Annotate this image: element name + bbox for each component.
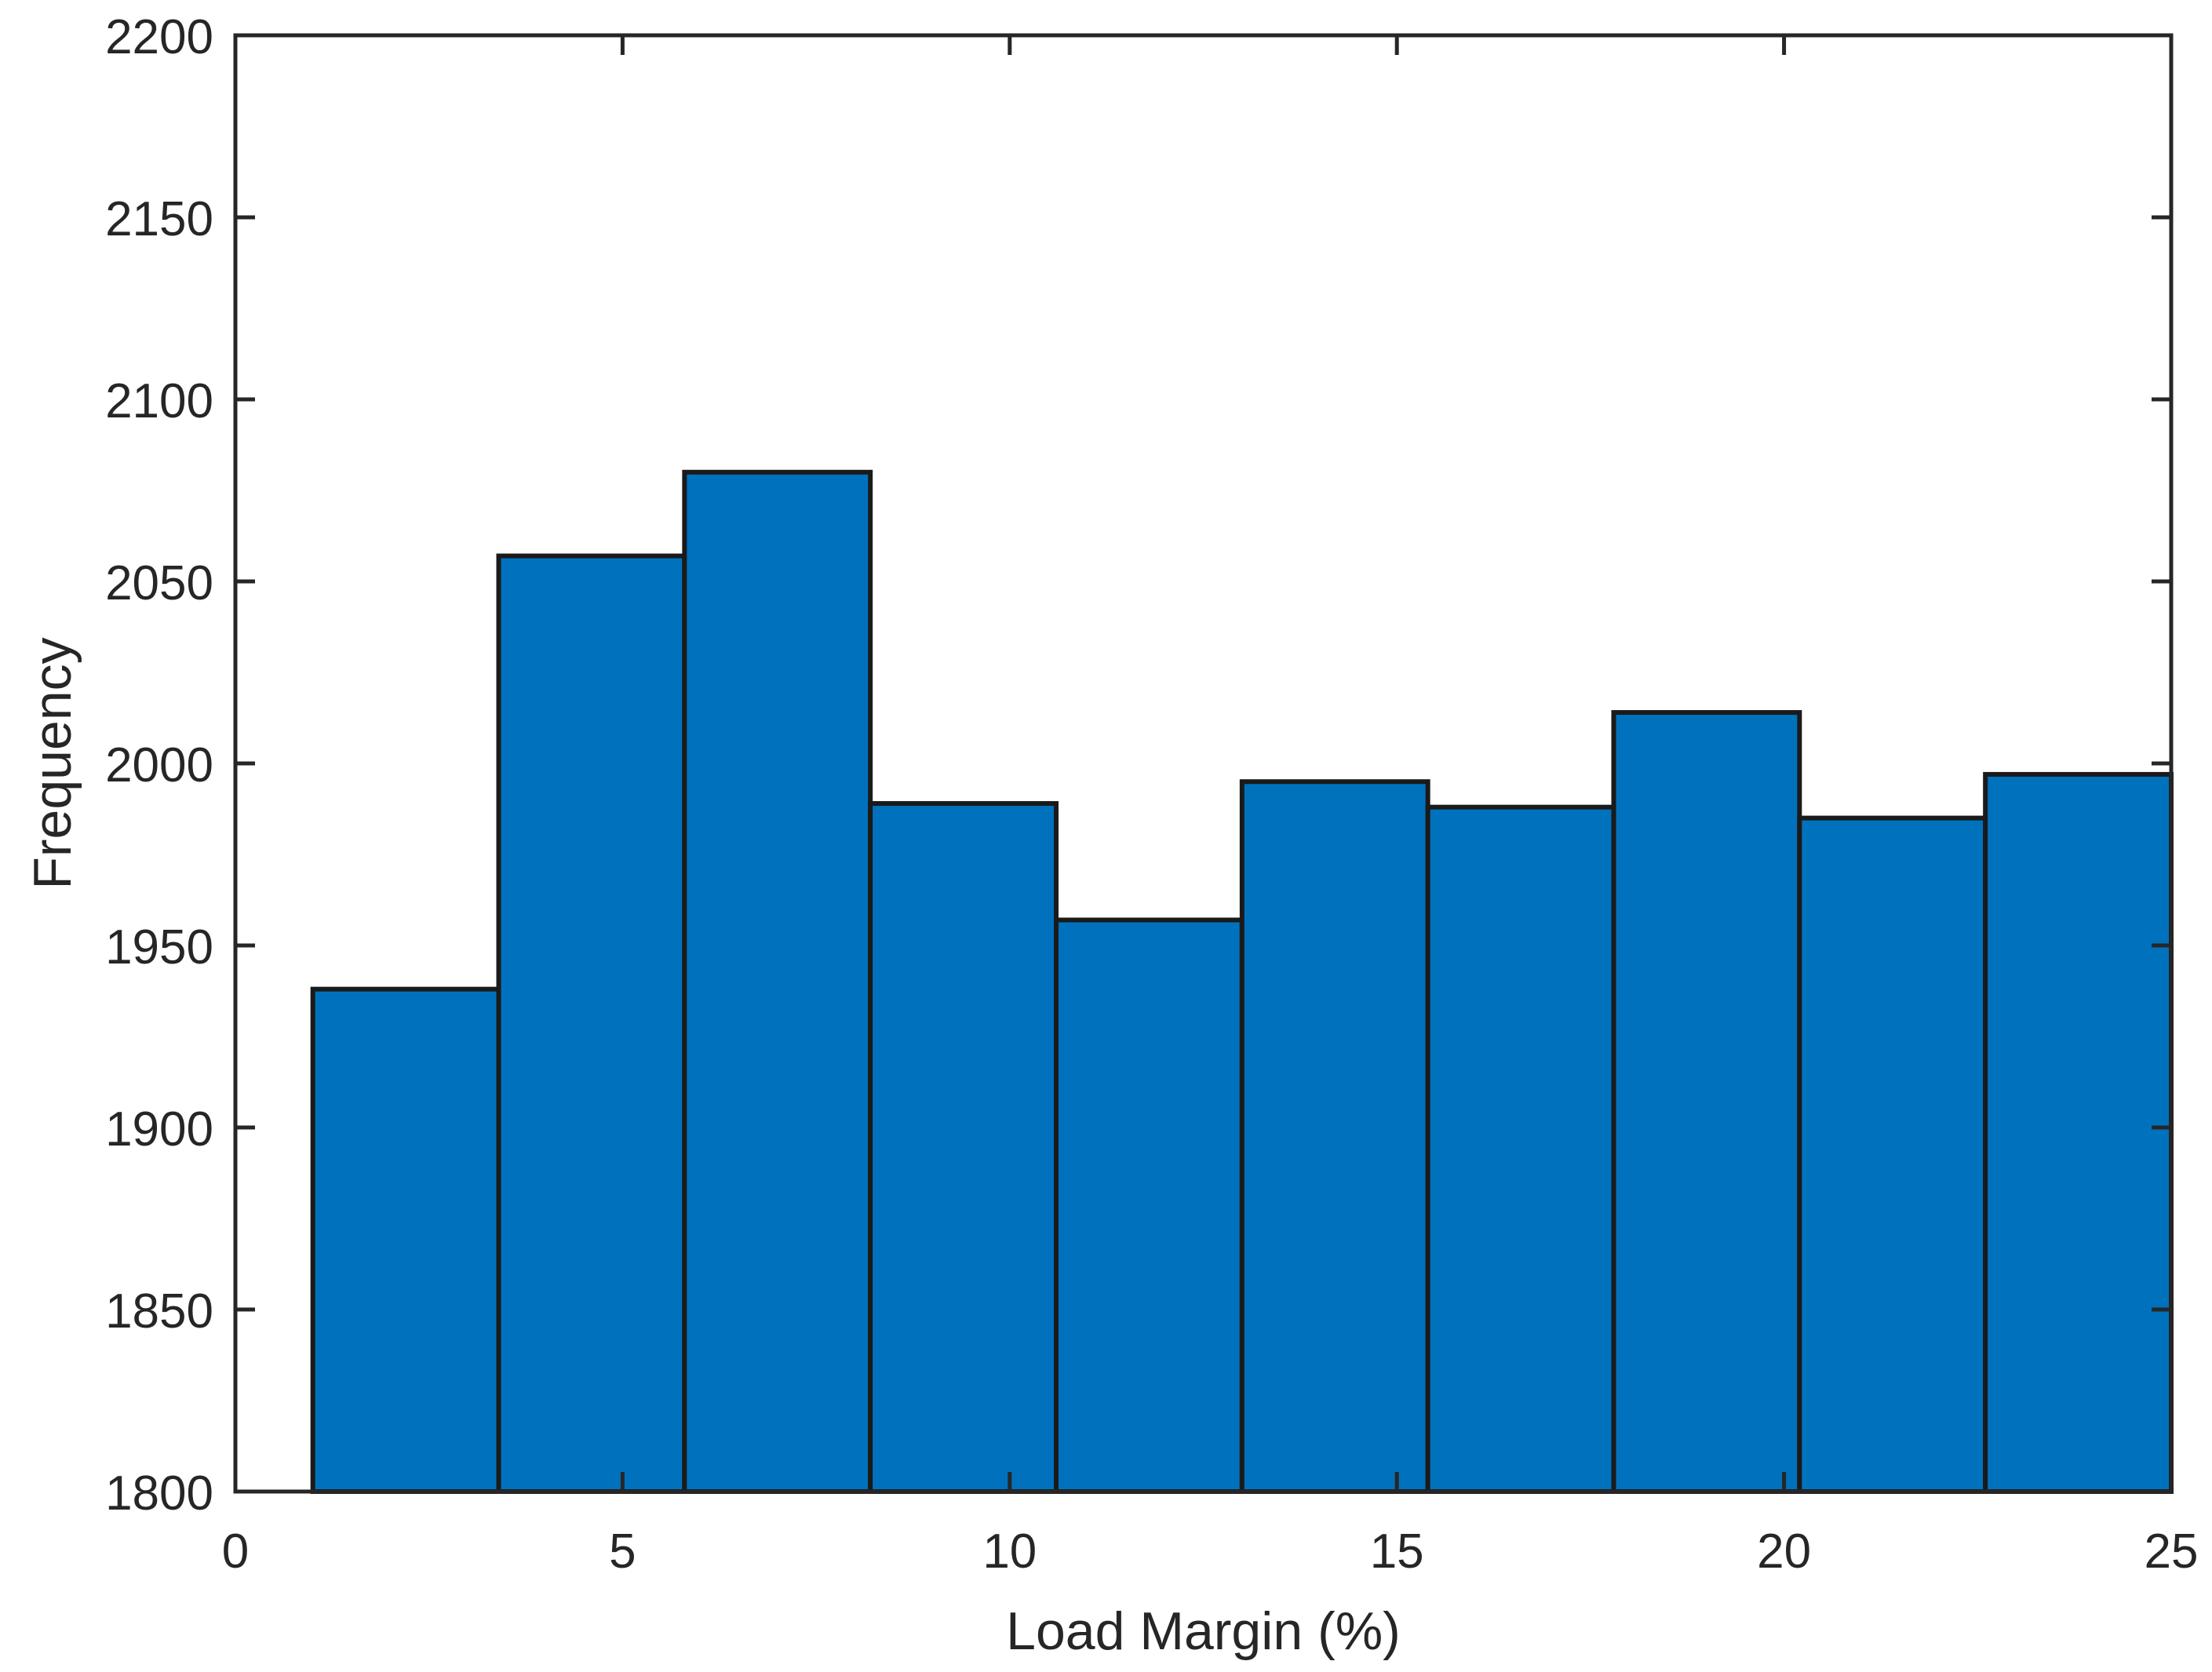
histogram-bar: [682, 469, 873, 1494]
histogram-bar: [1611, 710, 1802, 1494]
x-tick-label: 10: [982, 1524, 1037, 1579]
y-tick-label: 1900: [105, 1102, 213, 1157]
histogram-bar: [1983, 771, 2174, 1494]
x-tick-label: 20: [1757, 1524, 1811, 1579]
histogram-bar: [868, 801, 1059, 1495]
histogram-bar: [496, 553, 687, 1494]
y-tick-label: 2150: [105, 192, 213, 246]
y-axis-label: Frequency: [23, 637, 82, 889]
histogram-bar: [310, 986, 501, 1495]
y-tick-label: 2100: [105, 374, 213, 428]
histogram-bar: [1054, 917, 1244, 1494]
y-tick-label: 1800: [105, 1466, 213, 1521]
y-tick-label: 2000: [105, 738, 213, 792]
histogram-bar: [1425, 804, 1616, 1495]
x-tick-label: 0: [222, 1524, 249, 1579]
x-tick-label: 5: [609, 1524, 636, 1579]
x-axis-label: Load Margin (%): [1006, 1601, 1401, 1661]
y-tick-label: 2050: [105, 556, 213, 610]
y-tick-label: 1950: [105, 920, 213, 974]
y-tick-label: 1850: [105, 1284, 213, 1339]
y-tick-label: 2200: [105, 10, 213, 64]
x-tick-label: 25: [2145, 1524, 2199, 1579]
histogram-bar: [1797, 815, 1988, 1494]
histogram-bar: [1239, 779, 1430, 1494]
x-tick-label: 15: [1370, 1524, 1424, 1579]
